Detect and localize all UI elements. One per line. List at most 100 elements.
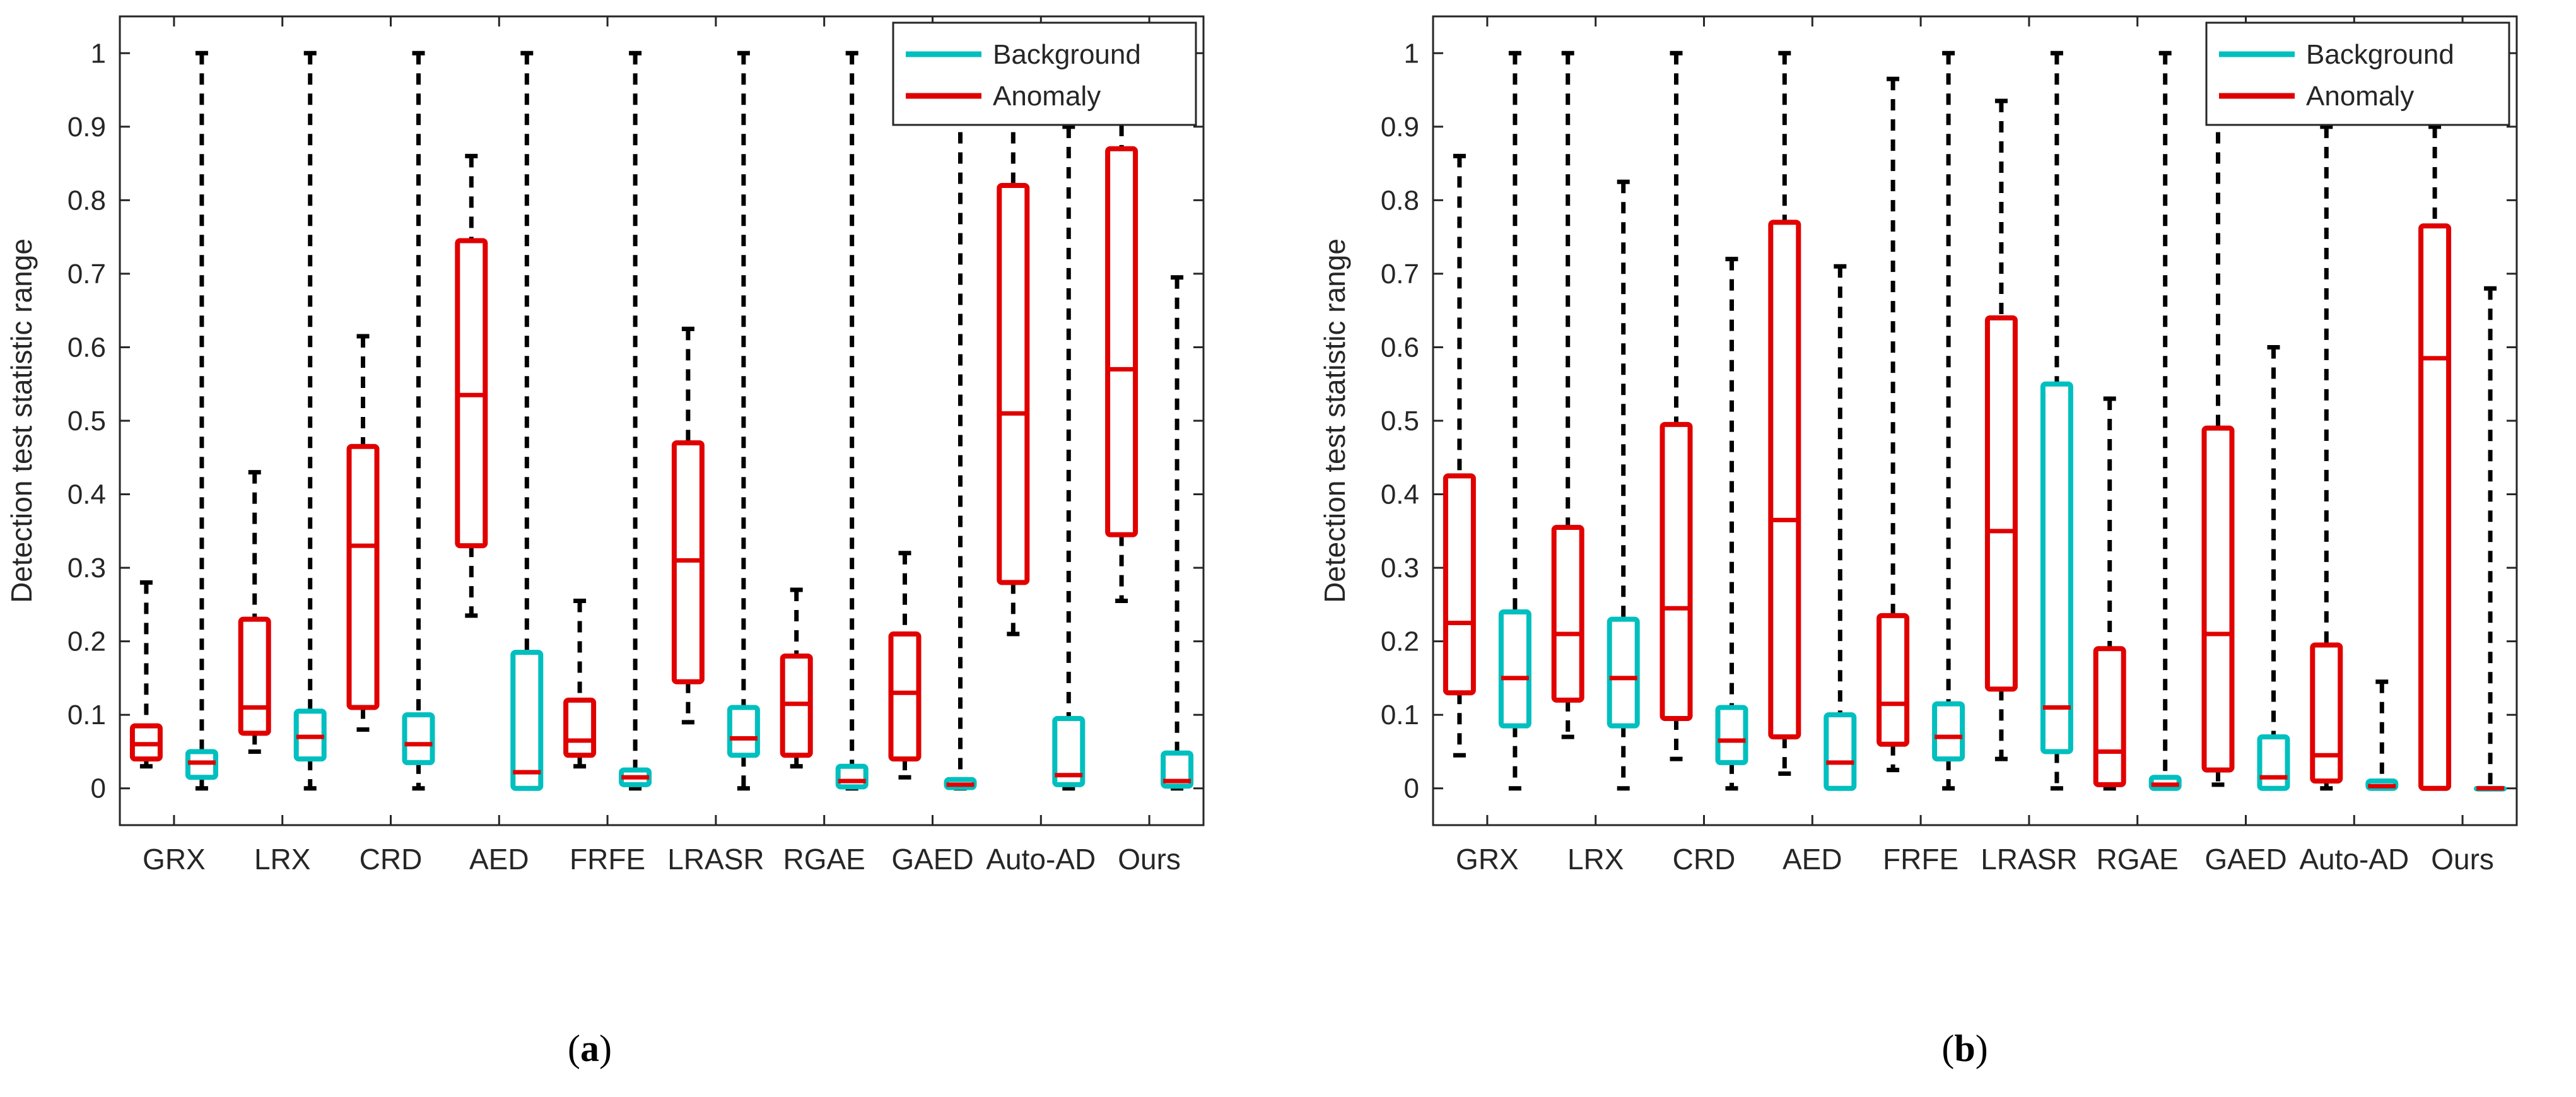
caption-letter: a — [580, 1028, 599, 1069]
box-iqr — [1715, 705, 1748, 765]
box-iqr — [1984, 315, 2018, 692]
y-tick-label: 0.8 — [67, 185, 106, 216]
box-iqr — [510, 650, 544, 791]
box-iqr — [2257, 734, 2290, 791]
box-iqr — [997, 183, 1030, 585]
y-tick-label: 0.9 — [67, 112, 106, 143]
box-background — [1932, 50, 1965, 791]
y-tick-label: 0.7 — [1381, 259, 1419, 290]
caption-letter: b — [1954, 1028, 1975, 1069]
box-iqr — [563, 697, 597, 758]
box-anomaly — [888, 551, 922, 780]
box-background — [1824, 264, 1857, 791]
y-tick-label: 0.5 — [67, 406, 106, 437]
x-tick-label: Auto-AD — [2299, 843, 2409, 876]
box-anomaly — [346, 334, 380, 732]
caption-paren: ) — [599, 1028, 612, 1069]
x-tick-label: CRD — [360, 843, 423, 876]
caption-paren: ( — [568, 1028, 580, 1069]
box-background — [185, 50, 218, 791]
caption-paren: ) — [1976, 1028, 1988, 1069]
box-background — [402, 50, 435, 791]
y-tick-label: 0.4 — [1381, 479, 1419, 510]
box-iqr — [1824, 712, 1857, 791]
chart-panel-b: 0 0.1 0.2 0.3 0.4 0.5 0.6 0.7 0.8 0.9 1 Detection t… — [1318, 15, 2518, 1069]
box-anomaly — [1660, 50, 1693, 761]
box-background — [510, 50, 544, 791]
y-tick-label: 0.2 — [1381, 626, 1419, 657]
box-iqr — [1498, 609, 1531, 729]
y-tick-label: 0.2 — [67, 626, 106, 657]
box-iqr — [1768, 220, 1801, 740]
box-background — [1161, 275, 1194, 791]
x-tick-label: Ours — [2431, 843, 2494, 876]
box-background — [2474, 286, 2507, 792]
x-tick-label: GRX — [1456, 843, 1519, 876]
y-tick-label: 0.4 — [67, 479, 106, 510]
x-tick-label: Ours — [1118, 843, 1181, 876]
box-iqr — [2310, 642, 2343, 784]
y-tick-label: 0.1 — [1381, 700, 1419, 730]
x-tick-label: CRD — [1673, 843, 1736, 876]
box-anomaly — [2093, 396, 2126, 791]
box-anomaly — [671, 326, 705, 725]
legend-box — [892, 21, 1197, 126]
y-tick-label: 0.8 — [1381, 185, 1419, 216]
box-iqr — [238, 616, 271, 736]
box-iqr — [1660, 421, 1693, 722]
y-axis-label: Detection test statistic range — [1318, 238, 1351, 603]
box-background — [1498, 50, 1531, 791]
y-tick-label: 0.5 — [1381, 406, 1419, 437]
box-iqr — [1607, 616, 1640, 729]
panel-caption: (b) — [1941, 1028, 1988, 1069]
x-tick-label: AED — [469, 843, 529, 876]
box-iqr — [1551, 524, 1584, 703]
y-axis-label: Detection test statistic range — [5, 238, 38, 603]
x-tick-label: LRASR — [1981, 843, 2077, 876]
box-iqr — [835, 763, 869, 790]
y-tick-label: 0.9 — [1381, 112, 1419, 143]
box-background — [1052, 124, 1086, 791]
box-anomaly — [780, 587, 813, 769]
plot-area — [119, 15, 1205, 826]
box-iqr — [1443, 473, 1476, 696]
box-background — [293, 50, 327, 791]
box-iqr — [1876, 613, 1910, 747]
panel-caption: (a) — [568, 1028, 612, 1069]
box-background — [619, 50, 652, 791]
legend-label: Anomaly — [2306, 81, 2414, 112]
box-anomaly — [1876, 76, 1910, 773]
chart-panel-a: 0 0.1 0.2 0.3 0.4 0.5 0.6 0.7 0.8 0.9 1 Detection t… — [5, 15, 1205, 1069]
box-background — [2148, 50, 2182, 791]
box-anomaly — [2201, 110, 2235, 787]
x-tick-label: LRX — [1567, 843, 1624, 876]
box-background — [1715, 257, 1748, 791]
x-tick-label: GAED — [2204, 843, 2286, 876]
box-iqr — [346, 443, 380, 710]
x-tick-label: RGAE — [2097, 843, 2179, 876]
box-background — [835, 50, 869, 791]
box-anomaly — [2418, 124, 2452, 791]
box-iqr — [1052, 716, 1086, 787]
box-background — [2257, 344, 2290, 791]
box-background — [727, 50, 760, 791]
box-iqr — [402, 712, 435, 765]
y-tick-label: 0.7 — [67, 259, 106, 290]
y-tick-label: 0.6 — [67, 332, 106, 363]
x-tick-label: LRASR — [667, 843, 764, 876]
box-iqr — [2040, 381, 2073, 754]
box-background — [1607, 179, 1640, 791]
box-iqr — [727, 705, 760, 758]
y-tick-label: 0 — [1404, 773, 1419, 804]
legend-box — [2205, 21, 2510, 126]
x-tick-label: Auto-AD — [986, 843, 1096, 876]
box-background — [2040, 50, 2073, 791]
box-iqr — [1161, 750, 1194, 789]
legend-label: Background — [993, 39, 1141, 70]
legend-label: Anomaly — [993, 81, 1101, 112]
y-tick-label: 0.6 — [1381, 332, 1419, 363]
x-tick-label: LRX — [254, 843, 310, 876]
legend: Background Anomaly — [2205, 21, 2510, 126]
caption-paren: ( — [1941, 1028, 1954, 1069]
